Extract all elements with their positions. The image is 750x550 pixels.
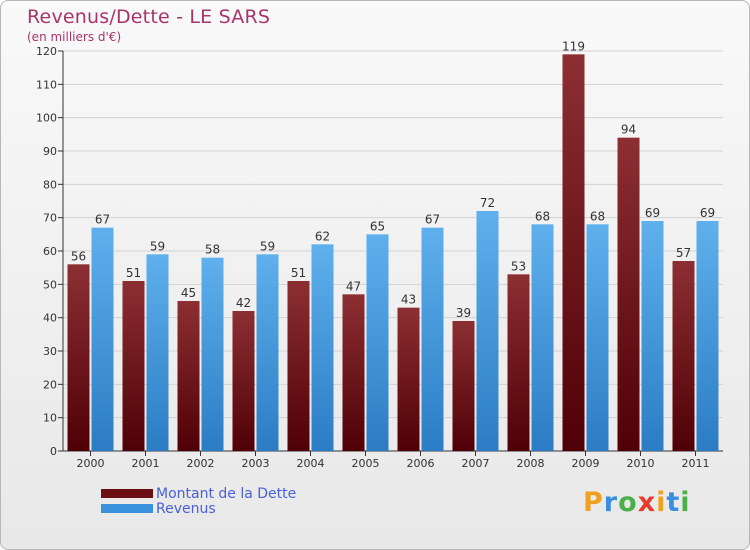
legend-label-dette: Montant de la Dette xyxy=(156,486,297,502)
data-label-dette: 56 xyxy=(71,249,86,263)
y-tick-label: 10 xyxy=(43,412,57,425)
x-tick-label: 2010 xyxy=(627,457,655,470)
data-label-dette: 51 xyxy=(126,266,141,280)
bar-dette xyxy=(122,281,145,451)
data-label-revenus: 62 xyxy=(315,229,330,243)
bar-dette xyxy=(397,307,420,451)
bar-dette xyxy=(452,321,475,451)
logo-letter: o xyxy=(618,487,638,518)
bar-revenus xyxy=(311,244,334,451)
data-label-revenus: 72 xyxy=(480,196,495,210)
data-label-dette: 119 xyxy=(562,39,585,53)
x-tick-label: 2005 xyxy=(352,457,380,470)
data-label-revenus: 67 xyxy=(425,213,440,227)
logo-letter: P xyxy=(583,487,604,518)
data-label-dette: 45 xyxy=(181,286,196,300)
data-label-dette: 42 xyxy=(236,296,251,310)
x-tick-label: 2009 xyxy=(572,457,600,470)
chart-title: Revenus/Dette - LE SARS xyxy=(27,6,271,28)
bar-dette xyxy=(562,54,585,451)
y-tick-label: 60 xyxy=(43,245,57,258)
bar-revenus xyxy=(531,224,554,451)
y-tick-label: 40 xyxy=(43,312,57,325)
bar-dette xyxy=(287,281,310,451)
bar-dette xyxy=(342,294,365,451)
data-label-revenus: 59 xyxy=(260,239,275,253)
bars xyxy=(67,54,719,451)
logo-letter: r xyxy=(603,487,619,518)
data-label-dette: 39 xyxy=(456,306,471,320)
data-label-revenus: 59 xyxy=(150,239,165,253)
y-tick-label: 100 xyxy=(36,112,57,125)
x-tick-label: 2001 xyxy=(132,457,160,470)
data-label-dette: 51 xyxy=(291,266,306,280)
y-tick-label: 50 xyxy=(43,278,57,291)
bar-dette xyxy=(232,311,255,451)
x-tick-label: 2007 xyxy=(462,457,490,470)
logo-letter: i xyxy=(656,487,667,518)
data-label-revenus: 68 xyxy=(535,209,550,223)
bar-revenus xyxy=(146,254,169,451)
bar-revenus xyxy=(696,221,719,451)
data-label-dette: 53 xyxy=(511,259,526,273)
y-tick-label: 110 xyxy=(36,78,57,91)
grid xyxy=(63,50,723,452)
legend-swatch-dette xyxy=(101,489,153,498)
x-tick-label: 2006 xyxy=(407,457,435,470)
axes: 0 10 20 30 40 50 60 70 80 90 100 110 120 2000 2001 2002… xyxy=(36,45,723,470)
proxiti-logo: Proxiti xyxy=(583,487,691,518)
bar-dette xyxy=(617,137,640,451)
bar-revenus xyxy=(421,227,444,451)
bar-dette xyxy=(177,301,200,451)
bar-revenus xyxy=(366,234,389,451)
y-tick-label: 120 xyxy=(36,45,57,58)
data-label-dette: 57 xyxy=(676,246,691,260)
data-labels: 56 67 51 59 45 58 42 59 51 62 47 65 43 67 39 72 53 68 119 6… xyxy=(71,39,715,320)
x-tick-label: 2003 xyxy=(242,457,270,470)
chart-subtitle: (en milliers d'€) xyxy=(27,30,122,44)
x-tick-label: 2011 xyxy=(682,457,710,470)
data-label-revenus: 65 xyxy=(370,219,385,233)
bar-dette xyxy=(507,274,530,451)
logo-letter: t xyxy=(666,487,681,518)
legend-swatch-revenus xyxy=(101,504,153,513)
y-tick-label: 90 xyxy=(43,145,57,158)
x-tick-label: 2008 xyxy=(517,457,545,470)
data-label-revenus: 69 xyxy=(700,206,715,220)
data-label-revenus: 58 xyxy=(205,243,220,257)
bar-dette xyxy=(672,261,695,451)
y-tick-label: 0 xyxy=(50,445,57,458)
y-tick-label: 70 xyxy=(43,212,57,225)
data-label-dette: 47 xyxy=(346,279,361,293)
bar-revenus xyxy=(91,227,114,451)
data-label-revenus: 68 xyxy=(590,209,605,223)
x-tick-label: 2004 xyxy=(297,457,325,470)
bar-revenus xyxy=(201,257,224,451)
data-label-dette: 43 xyxy=(401,293,416,307)
data-label-revenus: 69 xyxy=(645,206,660,220)
bar-revenus xyxy=(586,224,609,451)
bar-dette xyxy=(67,264,90,451)
legend-label-revenus: Revenus xyxy=(156,501,216,517)
y-tick-label: 80 xyxy=(43,178,57,191)
y-tick-label: 30 xyxy=(43,345,57,358)
data-label-revenus: 67 xyxy=(95,213,110,227)
logo-letter: i xyxy=(680,487,691,518)
x-tick-label: 2000 xyxy=(77,457,105,470)
bar-revenus xyxy=(641,221,664,451)
data-label-dette: 94 xyxy=(621,123,636,137)
x-tick-label: 2002 xyxy=(187,457,215,470)
bar-revenus xyxy=(476,211,499,451)
bar-revenus xyxy=(256,254,279,451)
y-tick-label: 20 xyxy=(43,378,57,391)
logo-letter: x xyxy=(637,487,657,518)
